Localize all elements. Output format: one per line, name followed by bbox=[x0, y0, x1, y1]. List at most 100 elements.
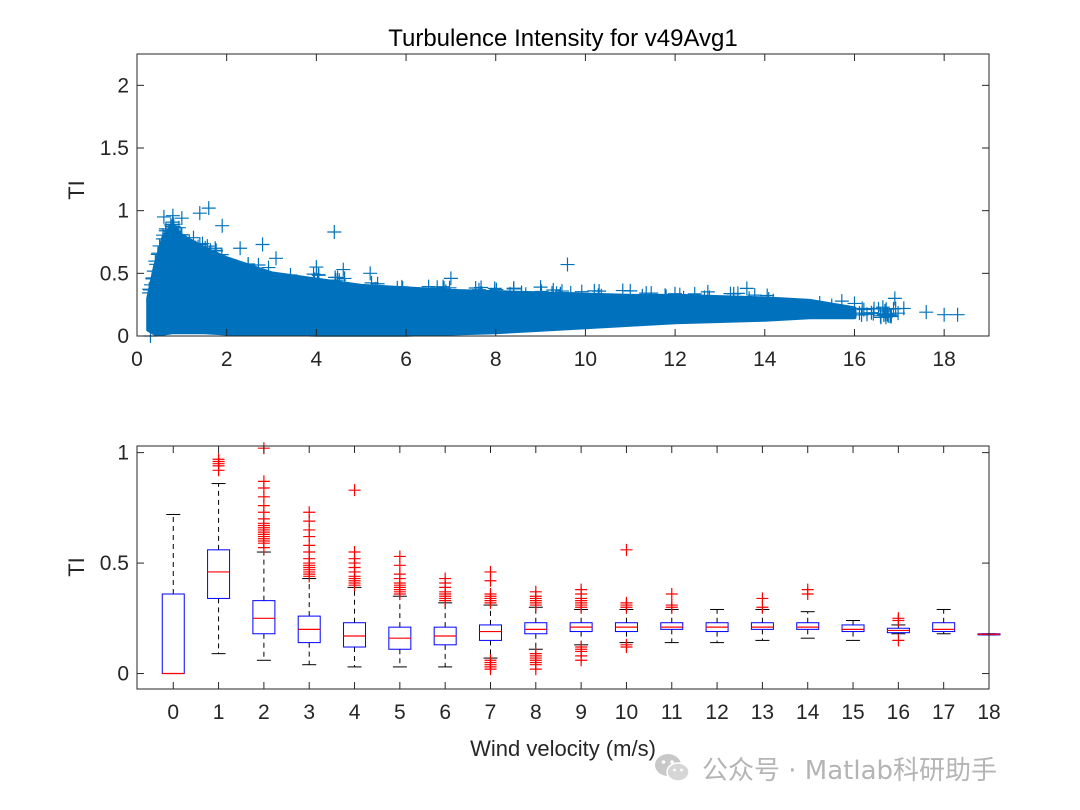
boxplot-y-axis-label: TI bbox=[64, 557, 89, 577]
box-10 bbox=[614, 543, 638, 654]
scatter-x-tick-label: 6 bbox=[400, 348, 412, 371]
box-12 bbox=[705, 608, 729, 644]
box-outlier bbox=[484, 588, 497, 601]
scatter-point bbox=[471, 282, 486, 297]
boxplot-x-axis-label: Wind velocity (m/s) bbox=[470, 736, 656, 761]
box-outlier bbox=[665, 588, 678, 601]
scatter-point bbox=[233, 241, 248, 256]
scatter-point bbox=[878, 306, 893, 321]
scatter-point bbox=[473, 286, 488, 301]
scatter-point bbox=[591, 288, 606, 303]
box-iqr bbox=[161, 593, 185, 675]
scatter-point bbox=[214, 247, 229, 262]
scatter-point bbox=[241, 257, 256, 272]
scatter-point bbox=[854, 307, 869, 322]
box-3 bbox=[297, 506, 321, 666]
box-outlier bbox=[393, 550, 406, 563]
scatter-point bbox=[201, 201, 216, 216]
scatter-point bbox=[563, 285, 578, 300]
box-outlier bbox=[484, 654, 497, 667]
box-14 bbox=[796, 583, 820, 639]
scatter-point bbox=[203, 245, 218, 260]
box-5 bbox=[388, 550, 412, 668]
scatter-point bbox=[327, 224, 342, 239]
scatter-point bbox=[215, 218, 230, 233]
scatter-point bbox=[421, 279, 436, 294]
box-iqr bbox=[207, 549, 231, 599]
box-4 bbox=[343, 484, 367, 668]
boxplot-x-tick-label: 16 bbox=[887, 701, 910, 724]
scatter-x-tick-label: 8 bbox=[490, 348, 502, 371]
box-iqr bbox=[750, 622, 774, 630]
scatter-point bbox=[156, 209, 171, 224]
scatter-point bbox=[151, 246, 166, 261]
boxplot-x-tick-label: 5 bbox=[394, 701, 406, 724]
box-9 bbox=[569, 583, 593, 667]
box-16 bbox=[886, 612, 910, 647]
scatter-point bbox=[919, 305, 934, 320]
scatter-point bbox=[430, 280, 445, 295]
boxplot-plot-area bbox=[137, 446, 989, 689]
scatter-point bbox=[152, 238, 167, 253]
scatter-point bbox=[697, 290, 712, 305]
scatter-point bbox=[560, 257, 575, 272]
box-11 bbox=[660, 588, 684, 644]
scatter-point bbox=[623, 283, 638, 298]
boxplot-x-tick-label: 7 bbox=[485, 701, 497, 724]
scatter-point bbox=[812, 295, 827, 310]
boxplot-x-tick-label: 10 bbox=[615, 701, 638, 724]
scatter-point bbox=[834, 294, 849, 309]
box-outlier bbox=[529, 647, 542, 660]
scatter-point bbox=[145, 271, 160, 286]
boxplot-x-tick-label: 8 bbox=[530, 701, 542, 724]
scatter-point bbox=[503, 286, 518, 301]
scatter-ticks: 0 2 4 6 8 10 12 14 16 18 0 0.5 1 1.5 2 bbox=[100, 54, 989, 371]
scatter-point bbox=[336, 262, 351, 277]
box-iqr bbox=[524, 622, 548, 635]
scatter-point bbox=[328, 273, 343, 288]
boxplot-x-tick-label: 9 bbox=[575, 701, 587, 724]
scatter-point bbox=[518, 287, 533, 302]
scatter-point bbox=[760, 288, 775, 303]
box-outlier bbox=[620, 543, 633, 556]
scatter-point bbox=[552, 289, 567, 304]
box-17 bbox=[932, 608, 956, 635]
scatter-point bbox=[192, 237, 207, 252]
scatter-point bbox=[330, 270, 345, 285]
scatter-point bbox=[687, 286, 702, 301]
scatter-point bbox=[251, 257, 266, 272]
scatter-point bbox=[659, 289, 674, 304]
box-outlier bbox=[575, 583, 588, 596]
box-iqr bbox=[478, 624, 502, 641]
scatter-point bbox=[337, 271, 352, 286]
box-iqr bbox=[796, 622, 820, 630]
watermark: 公众号 · Matlab科研助手 bbox=[652, 748, 997, 788]
scatter-point bbox=[146, 264, 161, 279]
scatter-point bbox=[747, 288, 762, 303]
box-iqr bbox=[660, 622, 684, 630]
scatter-point bbox=[192, 206, 207, 221]
box-1 bbox=[207, 453, 231, 655]
scatter-x-tick-label: 4 bbox=[311, 348, 323, 371]
scatter-y-tick-label: 1.5 bbox=[100, 137, 129, 160]
scatter-point bbox=[937, 307, 952, 322]
scatter-points bbox=[142, 201, 965, 343]
box-0 bbox=[161, 513, 185, 675]
box-iqr bbox=[343, 622, 367, 648]
box-outlier bbox=[892, 634, 905, 647]
scatter-point bbox=[546, 283, 561, 298]
scatter-point bbox=[574, 284, 589, 299]
scatter-point bbox=[847, 296, 862, 311]
boxplot-x-tick-label: 17 bbox=[932, 701, 955, 724]
scatter-point bbox=[283, 268, 298, 283]
box-outlier bbox=[892, 612, 905, 625]
scatter-point bbox=[884, 307, 899, 322]
boxplot-y-tick-label: 0 bbox=[117, 663, 129, 686]
scatter-point bbox=[174, 211, 189, 226]
box-outlier bbox=[665, 599, 678, 612]
scatter-point bbox=[394, 279, 409, 294]
boxplot-x-tick-label: 6 bbox=[439, 701, 451, 724]
box-outlier bbox=[212, 453, 225, 466]
scatter-y-tick-label: 2 bbox=[117, 74, 129, 97]
scatter-y-tick-label: 0 bbox=[117, 325, 129, 348]
